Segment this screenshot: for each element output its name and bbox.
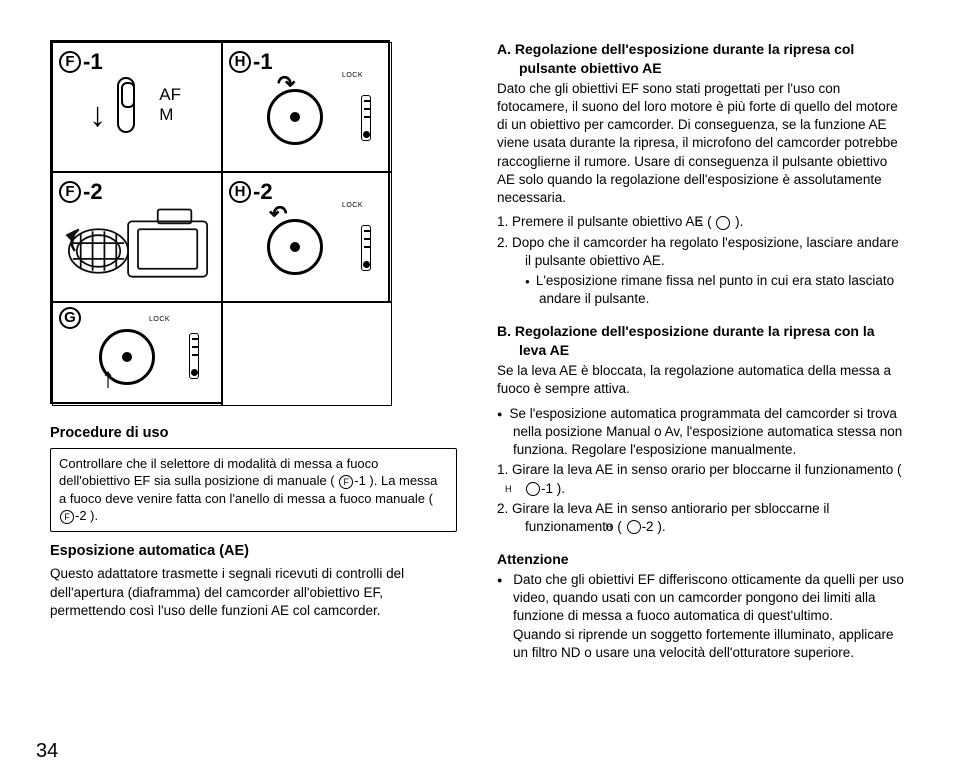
circled-letter-h: H — [229, 51, 251, 73]
ae-body: Questo adattatore trasmette i segnali ri… — [50, 565, 457, 620]
ae-heading: Esposizione automatica (AE) — [50, 542, 457, 562]
circled-f-inline: F — [60, 510, 74, 524]
attention-heading: Attenzione — [497, 550, 904, 569]
diagram-cell-f1: F-1 ↓ AF M — [52, 42, 222, 172]
circled-f-inline: F — [339, 475, 353, 489]
rotate-ccw-icon: ↷ — [269, 199, 287, 229]
list-item: 1. Girare la leva AE in senso orario per… — [497, 461, 904, 497]
page-number: 34 — [36, 738, 58, 765]
b1-text: 1. Girare la leva AE in senso orario per… — [497, 462, 901, 477]
list-item: Se l'esposizione automatica programmata … — [497, 405, 904, 460]
label-suffix: -1 — [253, 47, 273, 77]
a1-text-end: ). — [731, 214, 743, 229]
diagram-label-h1: H-1 — [229, 47, 273, 77]
scale-indicator — [361, 225, 371, 271]
circled-letter-g: G — [59, 307, 81, 329]
section-b-heading: B. Regolazione dell'esposizione durante … — [497, 322, 904, 360]
diagram-cell-h2: H-2 LOCK ↷ — [222, 172, 392, 302]
procedure-heading: Procedure di uso — [50, 424, 457, 444]
circled-g-inline: G — [716, 216, 730, 230]
list-item: 2. Girare la leva AE in senso antiorario… — [497, 500, 904, 536]
section-a-sublist: L'esposizione rimane fissa nel punto in … — [497, 272, 904, 308]
b1-text-end: -1 ). — [541, 481, 565, 496]
label-suffix: -1 — [83, 47, 103, 77]
attention-bullets: Dato che gli obiettivi EF differiscono o… — [497, 571, 904, 662]
diagram-label-g: G — [59, 307, 81, 329]
diagram-label-h2: H-2 — [229, 177, 273, 207]
list-item: 1. Premere il pulsante obiettivo AE ( G … — [497, 213, 904, 231]
circled-letter-f: F — [59, 181, 81, 203]
diagram-cell-blank — [222, 302, 392, 406]
af-m-labels: AF M — [159, 85, 181, 124]
down-arrow-icon: ↓ — [89, 93, 106, 139]
att-bullet-text: Dato che gli obiettivi EF differiscono o… — [513, 572, 904, 623]
camera-sketch-icon — [59, 203, 217, 299]
section-a-body: Dato che gli obiettivi EF sono stati pro… — [497, 80, 904, 208]
section-b-list: 1. Girare la leva AE in senso orario per… — [497, 461, 904, 536]
up-arrow-icon: ↑ — [101, 359, 115, 397]
att-body-2: Quando si riprende un soggetto fortement… — [513, 626, 904, 662]
proc-text-1: Controllare che il selettore di modalità… — [59, 456, 378, 489]
rotate-cw-icon: ↷ — [277, 69, 295, 99]
section-a-list: 1. Premere il pulsante obiettivo AE ( G … — [497, 213, 904, 270]
circled-letter-f: F — [59, 51, 81, 73]
section-b-bullets: Se l'esposizione automatica programmata … — [497, 405, 904, 460]
proc-text-3: -2 ). — [75, 508, 98, 523]
af-label: AF — [159, 85, 181, 105]
list-item: Dato che gli obiettivi EF differiscono o… — [497, 571, 904, 662]
lock-label: LOCK — [342, 71, 363, 80]
focus-switch-icon — [117, 77, 135, 133]
circled-h-inline: H — [526, 482, 540, 496]
section-a-heading: A. Regolazione dell'esposizione durante … — [497, 40, 904, 78]
lock-label: LOCK — [149, 315, 170, 324]
diagram-cell-f2: F-2 — [52, 172, 222, 302]
b2-text-end: -2 ). — [642, 519, 666, 534]
m-label: M — [159, 105, 181, 125]
list-item: 2. Dopo che il camcorder ha regolato l'e… — [497, 234, 904, 270]
circled-h-inline: H — [627, 520, 641, 534]
diagram-panel: F-1 ↓ AF M H-1 LOCK ↷ — [50, 40, 390, 404]
circled-letter-h: H — [229, 181, 251, 203]
diagram-cell-g: G LOCK ↑ — [52, 302, 222, 406]
section-b-body: Se la leva AE è bloccata, la regolazione… — [497, 362, 904, 398]
list-item: L'esposizione rimane fissa nel punto in … — [525, 272, 904, 308]
diagram-cell-h1: H-1 LOCK ↷ — [222, 42, 392, 172]
scale-indicator — [361, 95, 371, 141]
lock-label: LOCK — [342, 201, 363, 210]
scale-indicator — [189, 333, 199, 379]
diagram-label-f1: F-1 — [59, 47, 103, 77]
procedure-box: Controllare che il selettore di modalità… — [50, 448, 457, 532]
a1-text: 1. Premere il pulsante obiettivo AE ( — [497, 214, 715, 229]
